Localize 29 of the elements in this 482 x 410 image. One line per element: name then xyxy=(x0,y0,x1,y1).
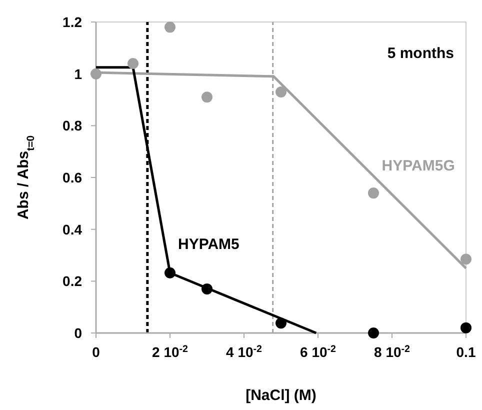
y-tick-label: 0 xyxy=(74,325,82,341)
series-label: HYPAM5 xyxy=(178,236,240,253)
y-tick-label: 1.2 xyxy=(62,14,82,30)
point xyxy=(460,322,472,334)
point xyxy=(128,58,138,69)
y-tick-label: 0.4 xyxy=(62,221,82,238)
point xyxy=(164,22,176,33)
y-tick-label: 0.6 xyxy=(62,170,82,186)
y-tick-label: 0.2 xyxy=(62,273,82,290)
series-label: HYPAM5G xyxy=(382,157,455,174)
y-tick-label: 1 xyxy=(74,66,82,82)
point xyxy=(90,68,102,80)
annotation: 5 months xyxy=(387,45,454,62)
x-tick-label: 2 10$^{-2}$ xyxy=(152,344,189,360)
point xyxy=(368,188,379,199)
y-tick-label: 0.8 xyxy=(62,118,82,134)
point xyxy=(202,92,212,103)
point xyxy=(368,328,379,338)
x-tick-label: 4 10$^{-2}$ xyxy=(226,344,263,360)
point xyxy=(202,283,212,294)
point xyxy=(460,254,472,265)
point xyxy=(276,318,286,329)
x-tick-label: 6 10$^{-2}$ xyxy=(300,344,337,360)
point xyxy=(276,86,286,98)
x-tick-label: 8 10$^{-2}$ xyxy=(374,344,411,360)
point xyxy=(164,267,176,278)
x-tick-label: 0.1 xyxy=(456,344,476,360)
x-tick-label: 0 xyxy=(92,344,100,360)
x-axis-title: [NaCl] (M) xyxy=(246,387,316,404)
